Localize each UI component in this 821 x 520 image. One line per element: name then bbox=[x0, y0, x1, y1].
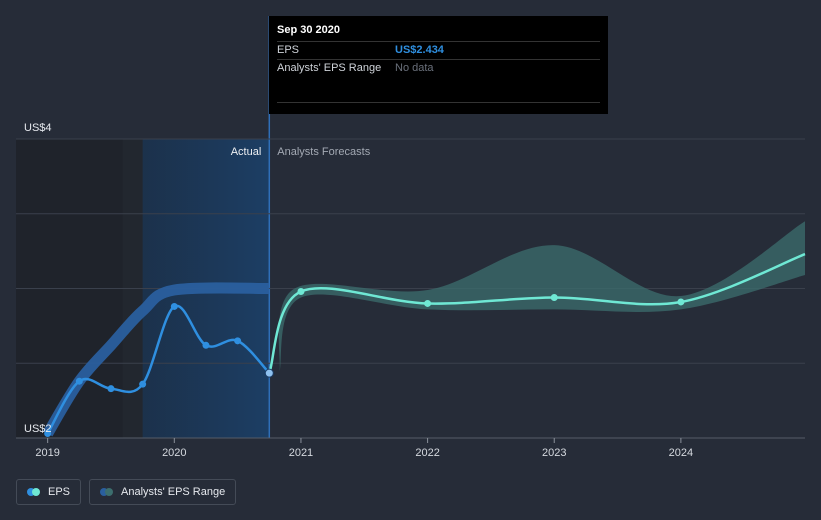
eps-forecast-point bbox=[424, 299, 432, 307]
tooltip-eps-value: US$2.434 bbox=[395, 44, 444, 56]
eps-actual-point bbox=[107, 385, 115, 393]
eps-actual-point bbox=[75, 377, 83, 385]
eps-actual-point bbox=[264, 368, 274, 378]
eps-actual-line bbox=[46, 304, 271, 435]
eps-forecast-point bbox=[550, 293, 558, 301]
y-tick-label: US$2 bbox=[24, 423, 52, 435]
chart-legend: EPS Analysts' EPS Range bbox=[16, 479, 237, 505]
eps-actual-point bbox=[139, 380, 147, 388]
legend-range-label: Analysts' EPS Range bbox=[121, 486, 226, 498]
x-tick-label: 2023 bbox=[542, 447, 566, 459]
eps-forecast-point bbox=[297, 287, 305, 295]
x-tick-label: 2019 bbox=[35, 447, 59, 459]
eps-actual-point bbox=[202, 341, 210, 349]
x-tick-label: 2021 bbox=[289, 447, 313, 459]
x-tick-label: 2022 bbox=[415, 447, 439, 459]
y-tick-label: US$4 bbox=[24, 122, 52, 134]
legend-item-eps[interactable]: EPS bbox=[16, 479, 82, 505]
legend-item-analysts-range[interactable]: Analysts' EPS Range bbox=[89, 479, 237, 505]
tooltip-row-range: Analysts' EPS Range No data bbox=[277, 59, 600, 103]
x-tick-label: 2020 bbox=[162, 447, 186, 459]
legend-range-swatch-icon bbox=[100, 488, 114, 496]
tooltip-range-label: Analysts' EPS Range bbox=[277, 62, 382, 74]
hover-tooltip: Sep 30 2020 EPS US$2.434 Analysts' EPS R… bbox=[269, 16, 608, 114]
tooltip-eps-label: EPS bbox=[277, 44, 300, 56]
forecast-section-label: Analysts Forecasts bbox=[277, 146, 370, 158]
x-tick-label: 2024 bbox=[669, 447, 693, 459]
tooltip-range-value: No data bbox=[395, 62, 434, 74]
eps-actual-point bbox=[44, 430, 52, 438]
eps-actual-point bbox=[234, 337, 242, 345]
legend-eps-label: EPS bbox=[48, 486, 71, 498]
actual-section-label: Actual bbox=[231, 146, 262, 158]
tooltip-date: Sep 30 2020 bbox=[277, 24, 340, 36]
eps-forecast-point bbox=[677, 298, 685, 306]
eps-actual-point bbox=[170, 302, 178, 310]
tooltip-row-eps: EPS US$2.434 bbox=[277, 41, 600, 59]
legend-eps-swatch-icon bbox=[27, 488, 41, 496]
